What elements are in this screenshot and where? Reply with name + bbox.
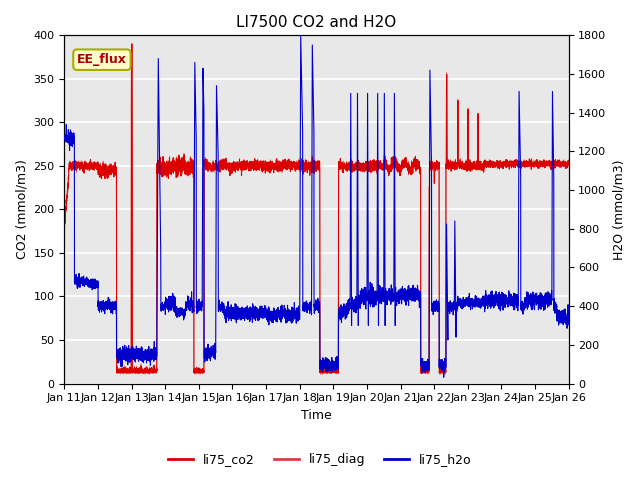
X-axis label: Time: Time <box>301 409 332 422</box>
Title: LI7500 CO2 and H2O: LI7500 CO2 and H2O <box>236 15 397 30</box>
Text: EE_flux: EE_flux <box>77 53 127 66</box>
Y-axis label: H2O (mmol/m3): H2O (mmol/m3) <box>612 159 625 260</box>
Legend: li75_co2, li75_diag, li75_h2o: li75_co2, li75_diag, li75_h2o <box>163 448 477 471</box>
Y-axis label: CO2 (mmol/m3): CO2 (mmol/m3) <box>15 159 28 259</box>
